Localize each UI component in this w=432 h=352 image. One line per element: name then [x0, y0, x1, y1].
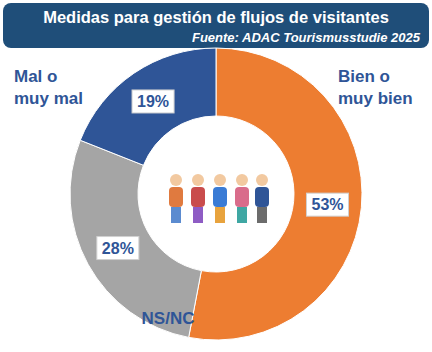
- icon-legs: [193, 207, 203, 223]
- icon-body: [235, 187, 249, 207]
- icon-head: [214, 174, 226, 186]
- icon-legs: [257, 207, 267, 223]
- data-label-box: [132, 90, 174, 113]
- chart: Medidas para gestión de flujos de visita…: [0, 0, 432, 352]
- icon-body: [191, 187, 205, 207]
- data-label: 28%: [102, 240, 134, 257]
- title-bar: [3, 3, 429, 48]
- slice: [80, 48, 216, 165]
- data-label-group: 28%: [97, 237, 139, 260]
- slice: [70, 140, 201, 337]
- data-label-box: [97, 237, 139, 260]
- data-label-group: 53%: [306, 193, 348, 216]
- icon-head: [192, 174, 204, 186]
- data-label-box: [306, 193, 348, 216]
- category-label: Bien omuy bien: [338, 67, 413, 108]
- icon-legs: [237, 207, 247, 223]
- icon-head: [256, 174, 268, 186]
- icon-head: [236, 174, 248, 186]
- people-icon: [169, 174, 269, 223]
- data-label: 19%: [137, 93, 169, 110]
- icon-body: [255, 187, 269, 207]
- title: Medidas para gestión de flujos de visita…: [43, 8, 389, 26]
- icon-head: [170, 174, 182, 186]
- data-label-group: 19%: [132, 90, 174, 113]
- subtitle: Fuente: ADAC Tourismusstudie 2025: [192, 30, 421, 45]
- icon-legs: [215, 207, 225, 223]
- category-label: Mal omuy mal: [14, 67, 83, 108]
- donut: 53% 28% 19%: [70, 48, 362, 340]
- category-label: NS/NC: [142, 309, 195, 328]
- icon-body: [213, 187, 227, 207]
- data-label: 53%: [311, 196, 343, 213]
- icon-legs: [171, 207, 181, 223]
- icon-body: [169, 187, 183, 207]
